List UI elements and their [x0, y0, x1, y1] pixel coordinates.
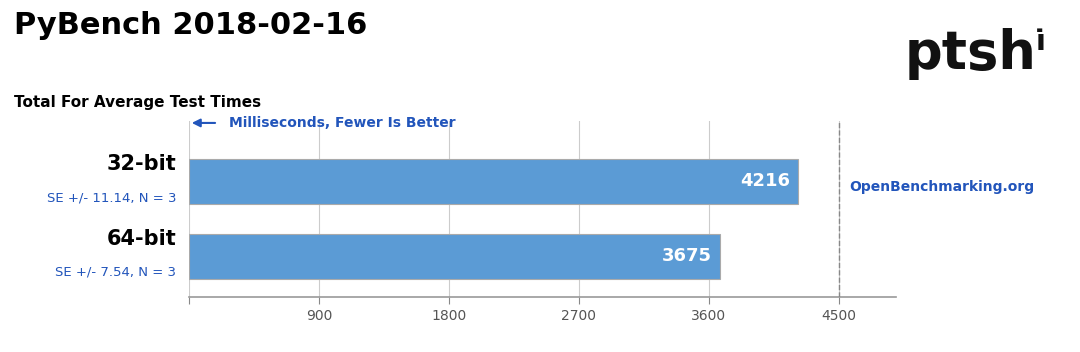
Text: 4216: 4216: [740, 172, 789, 190]
Text: ı̇: ı̇: [1037, 28, 1047, 56]
Text: PyBench 2018-02-16: PyBench 2018-02-16: [14, 11, 367, 39]
Text: SE +/- 7.54, N = 3: SE +/- 7.54, N = 3: [55, 266, 176, 279]
Text: 3675: 3675: [662, 247, 712, 265]
Text: ptsh: ptsh: [905, 28, 1037, 80]
Text: 64-bit: 64-bit: [107, 229, 176, 249]
Text: Milliseconds, Fewer Is Better: Milliseconds, Fewer Is Better: [229, 116, 456, 130]
Text: Total For Average Test Times: Total For Average Test Times: [14, 95, 261, 110]
Bar: [189, 159, 798, 204]
Bar: [189, 234, 719, 279]
Text: 32-bit: 32-bit: [107, 154, 176, 174]
Text: OpenBenchmarking.org: OpenBenchmarking.org: [850, 180, 1035, 194]
Text: SE +/- 11.14, N = 3: SE +/- 11.14, N = 3: [46, 191, 176, 204]
